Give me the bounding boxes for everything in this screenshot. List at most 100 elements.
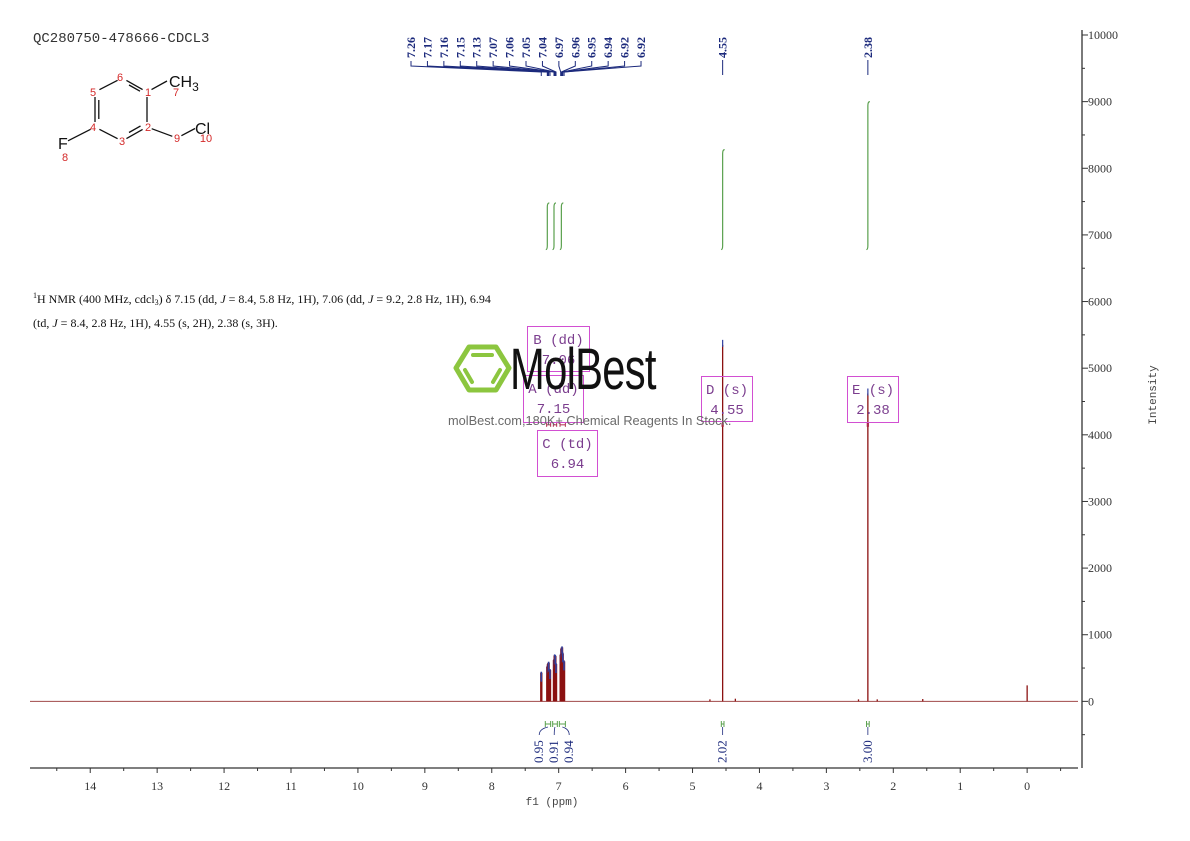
text-segment: = 9.2, 2.8 Hz, 1H), 6.94: [373, 292, 491, 306]
y-tick-label: 1000: [1088, 628, 1112, 642]
integral-value: 0.95: [531, 740, 546, 763]
subscript: 3: [154, 298, 159, 307]
integral-curves: [545, 101, 870, 251]
multiplet-label: C (td): [542, 437, 593, 453]
multiplet-range-markers: [546, 422, 870, 427]
coupling-symbol: J: [368, 292, 374, 306]
multiplet-label: B (dd): [533, 333, 584, 349]
y-tick-label: 2000: [1088, 561, 1112, 575]
atom-number-3: 3: [119, 136, 125, 148]
y-tick-label: 8000: [1088, 161, 1112, 175]
watermark-tagline: molBest.com,180K+ Chemical Reagents In S…: [448, 413, 732, 428]
nmr-description: 1H NMR (400 MHz, cdcl3) δ 7.15 (dd, J = …: [33, 286, 491, 333]
x-tick-label: 11: [285, 779, 297, 793]
y-tick-label: 0: [1088, 694, 1094, 708]
bond-6-1-double: [128, 84, 141, 92]
spectrum-trace: [30, 339, 1078, 702]
peak-label-connector: [492, 61, 555, 76]
peak-label: 7.13: [470, 37, 484, 58]
peak-label-connector: [558, 61, 562, 76]
text-segment: = 8.4, 5.8 Hz, 1H), 7.06 (dd,: [225, 292, 369, 306]
peak-label: 7.17: [420, 37, 434, 58]
peak-label: 4.55: [716, 37, 730, 58]
multiplet-box-b: B (dd) 7.06: [527, 326, 590, 372]
multiplet-box-e: E (s) 2.38: [847, 376, 899, 423]
multiplet-shift: 7.06: [541, 353, 576, 369]
peak-label-connector: [525, 61, 556, 76]
x-axis: 14 13 12 11 10 9 8 7 6 5 4 3 2 1 0f1 (ppm): [30, 767, 1078, 809]
atom-number-1: 1: [145, 87, 151, 99]
x-tick-label: 0: [1024, 779, 1030, 793]
atom-number-6: 6: [117, 72, 123, 84]
peak-label-connector: [563, 61, 642, 76]
text-segment: H NMR (400 MHz, cdcl: [37, 292, 155, 306]
multiplet-box-d: D (s) 4.55: [701, 376, 753, 422]
atom-number-4: 4: [90, 122, 96, 134]
peak-label-connector: [563, 61, 626, 76]
x-tick-label: 9: [422, 779, 428, 793]
bond-9-10: [181, 127, 196, 137]
x-axis-title: f1 (ppm): [526, 797, 579, 809]
multiplet-box-a: A (dd) 7.15: [523, 375, 584, 423]
atom-number-2: 2: [145, 122, 151, 134]
integral-curve: [721, 149, 725, 251]
y-tick-label: 10000: [1088, 28, 1118, 42]
coupling-symbol: J: [52, 316, 58, 330]
multiplet-label: A (dd): [528, 382, 579, 398]
x-tick-label: 3: [823, 779, 829, 793]
integral-curve: [552, 202, 557, 251]
molecule-structure: CH3 Cl F 1 2 3 4 5 6 7 8 9 10: [58, 72, 212, 164]
x-tick-label: 6: [623, 779, 629, 793]
bond-2-3-double: [128, 125, 141, 134]
peak-label: 7.06: [503, 37, 517, 58]
y-axis-title: Intensity: [1148, 365, 1160, 425]
peak-label: 6.96: [568, 37, 582, 58]
atom-number-7: 7: [173, 87, 179, 99]
multiplet-label: D (s): [705, 383, 748, 399]
bond-5-6: [99, 79, 118, 91]
peak-label: 7.16: [437, 37, 451, 58]
atom-number-8: 8: [62, 152, 68, 164]
peak-labels: 7.26 7.17 7.16 7.15 7.13 7.07 7.06 7.05 7.04 6.97…: [404, 37, 875, 76]
atom-number-5: 5: [90, 87, 96, 99]
y-tick-label: 5000: [1088, 361, 1112, 375]
text-segment: (td,: [33, 316, 53, 330]
peak-label-connector: [410, 61, 542, 76]
molbest-logo-text: MolBest: [510, 337, 657, 402]
peak-label: 6.95: [585, 37, 599, 58]
peak-label: 6.97: [552, 37, 566, 58]
peak-label: 6.92: [634, 37, 648, 58]
x-tick-label: 1: [957, 779, 963, 793]
peak-label-connector: [562, 61, 609, 76]
peak-label-connector: [560, 61, 576, 76]
bond-4-8: [67, 128, 91, 142]
integral-label-connector: [553, 726, 556, 736]
integral-label-connector: [538, 726, 549, 736]
x-tick-label: 14: [84, 779, 96, 793]
peak-label: 6.94: [601, 37, 615, 58]
x-tick-label: 8: [489, 779, 495, 793]
atom-cl: Cl: [195, 121, 210, 138]
x-tick-label: 12: [218, 779, 230, 793]
peak-label: 7.26: [404, 37, 418, 58]
x-tick-label: 10: [352, 779, 364, 793]
molbest-hexagon-icon: [453, 344, 512, 393]
bond-3-4: [99, 128, 118, 140]
integral-curve: [545, 202, 550, 251]
integral-value: 0.91: [546, 740, 561, 763]
y-tick-label: 3000: [1088, 494, 1112, 508]
atom-ch3: CH3: [169, 74, 199, 94]
integral-labels: 0.95 0.91 0.94 2.02 3.00: [531, 721, 875, 763]
atom-number-9: 9: [174, 133, 180, 145]
peak-label: 7.15: [453, 37, 467, 58]
y-tick-label: 6000: [1088, 295, 1112, 309]
peak-label: 2.38: [861, 37, 875, 58]
integral-curve: [559, 202, 564, 251]
peak-label-connector: [561, 61, 593, 76]
peak-label-connector: [541, 61, 557, 76]
peak-label: 7.04: [535, 37, 549, 58]
document-title: QC280750-478666-CDCL3: [33, 31, 210, 47]
multiplet-label: E (s): [851, 383, 894, 399]
structure-bonds: [67, 79, 196, 142]
